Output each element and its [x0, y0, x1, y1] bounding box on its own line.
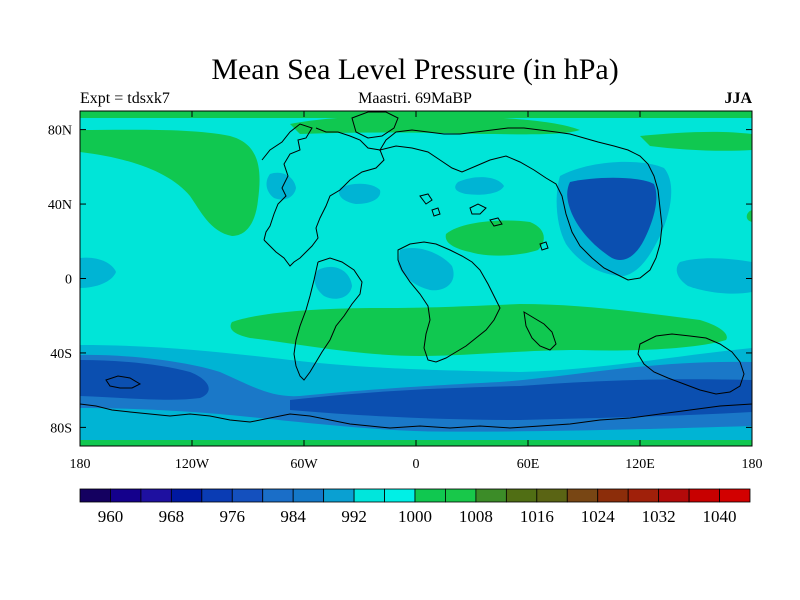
pressure-band-992-europe: [338, 183, 381, 204]
coastline-india: [523, 311, 557, 351]
colorbar-swatch: [262, 488, 294, 503]
period-label: Maastri. 69MaBP: [358, 90, 472, 107]
x-tick-label: 180: [70, 457, 91, 472]
pressure-band-1008-north-east: [746, 210, 752, 222]
colorbar-swatch: [353, 488, 385, 503]
pressure-band-1008-arctic: [290, 115, 580, 135]
x-tick-label: 120E: [625, 457, 655, 472]
colorbar-label: 976: [220, 507, 246, 526]
x-tick-label: 120W: [175, 457, 210, 472]
pressure-band-992-west: [80, 257, 116, 288]
y-tick-label: 80N: [48, 124, 72, 139]
chart-title: Mean Sea Level Pressure (in hPa): [211, 53, 619, 86]
colorbar-label: 1016: [520, 507, 554, 526]
colorbar-swatch: [658, 488, 690, 503]
colorbar-label: 1024: [581, 507, 616, 526]
colorbar-label: 1040: [703, 507, 737, 526]
coastline-islands-tethys: [419, 193, 549, 251]
colorbar-swatch: [505, 488, 538, 503]
coastline-australia: [637, 333, 745, 395]
coastline-antarctica: [80, 403, 752, 429]
pressure-band-992-africa: [398, 247, 454, 291]
colorbar-swatch: [231, 488, 264, 503]
pressure-band-976-south-east: [290, 379, 752, 420]
colorbar-label: 984: [280, 507, 306, 526]
colorbar-swatch: [475, 488, 507, 503]
pressure-band-992-namerica: [266, 172, 296, 200]
pressure-band-1008-tethys: [445, 220, 544, 256]
x-tick-label: 60E: [517, 457, 540, 472]
colorbar-swatch: [110, 488, 142, 503]
colorbar-swatch: [323, 488, 355, 503]
pressure-band-1008-arctic-east: [640, 131, 752, 151]
colorbar-swatch: [597, 488, 629, 503]
pressure-band-992-samerica: [314, 266, 352, 299]
pressure-band-976-asia: [567, 177, 657, 260]
colorbar-label: 960: [98, 507, 124, 526]
coastlines: [80, 111, 752, 429]
experiment-label: Expt = tdsxk7: [80, 90, 170, 107]
pressure-band-antarctic: [80, 412, 752, 446]
pressure-field: [80, 111, 752, 446]
pressure-band-992-east: [676, 258, 752, 294]
colorbar-swatch: [445, 488, 477, 503]
x-tick-label: 60W: [290, 457, 318, 472]
colorbar: 960 968 976 984 992 1000 1008 1016 1024 1032 1040: [79, 488, 751, 526]
colorbar-swatch: [414, 488, 446, 503]
colorbar-swatch: [79, 488, 111, 503]
coastline-europe-asia: [378, 127, 663, 281]
colorbar-label: 1008: [459, 507, 493, 526]
colorbar-swatch: [566, 488, 599, 503]
x-tick-label: 180: [742, 457, 763, 472]
y-tick-label: 40S: [50, 347, 72, 362]
colorbar-label: 1032: [642, 507, 676, 526]
coastline-africa: [397, 241, 501, 363]
pressure-band-1008-south: [230, 304, 727, 356]
coastline-north-america: [261, 123, 385, 267]
colorbar-swatch: [384, 488, 416, 503]
x-axis: 180 120W 60W 0 60E 120E 180: [70, 111, 763, 472]
colorbar-swatch: [719, 488, 751, 503]
colorbar-swatch: [292, 488, 325, 503]
colorbar-swatch: [170, 488, 203, 503]
colorbar-swatch: [627, 488, 660, 503]
pressure-band-976-south: [80, 360, 209, 400]
y-tick-label: 40N: [48, 198, 72, 213]
colorbar-label: 1000: [398, 507, 432, 526]
colorbar-label: 992: [341, 507, 367, 526]
pressure-band-1008-north-west: [80, 129, 260, 236]
coastline-antarctica-peninsula: [105, 375, 142, 389]
y-axis: 80N 40N 0 40S 80S: [48, 124, 752, 436]
pressure-band-992-arctic: [455, 177, 504, 195]
coastline-south-america: [293, 257, 363, 381]
colorbar-swatch: [536, 488, 568, 503]
colorbar-swatch: [140, 488, 172, 503]
colorbar-label: 968: [159, 507, 185, 526]
colorbar-swatch: [201, 488, 233, 503]
x-tick-label: 0: [413, 457, 420, 472]
colorbar-swatch: [688, 488, 720, 503]
season-label: JJA: [724, 90, 752, 107]
coastline-greenland: [351, 111, 399, 139]
y-tick-label: 80S: [50, 421, 72, 436]
y-tick-label: 0: [65, 273, 72, 288]
